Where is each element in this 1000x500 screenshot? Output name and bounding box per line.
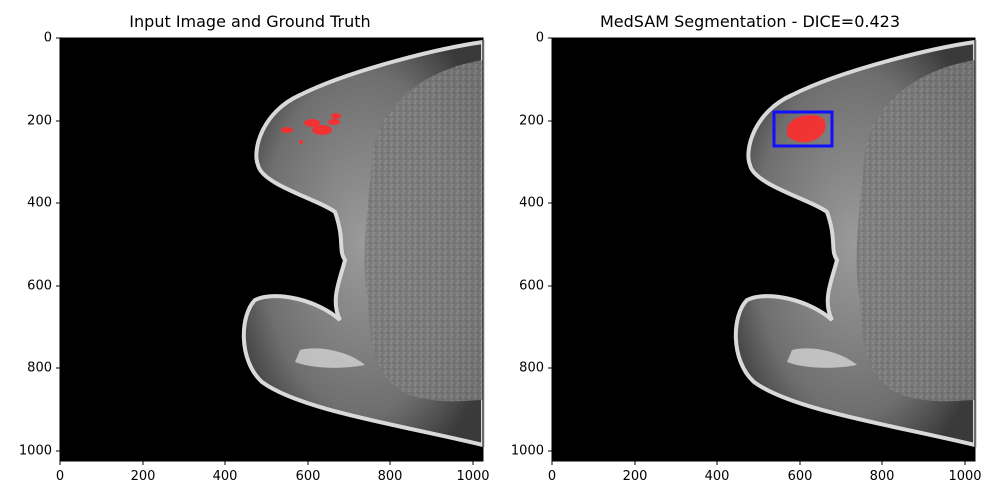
predicted-mask — [787, 115, 826, 143]
x-tick-label: 400 — [212, 469, 238, 484]
plot-frame — [59, 37, 484, 462]
y-axis-ticks — [56, 37, 60, 452]
y-tick-label: 1000 — [510, 443, 544, 459]
x-tick-label: 200 — [130, 469, 156, 484]
y-tick-label: 0 — [535, 30, 544, 46]
chest-wall — [364, 60, 483, 402]
y-axis-ticks — [548, 37, 552, 452]
y-tick-label: 0 — [43, 30, 52, 46]
plot-frame — [551, 37, 976, 462]
fibroglandular — [787, 348, 857, 368]
y-tick-label: 800 — [519, 360, 544, 376]
ground-truth-mask — [281, 113, 341, 144]
prompt-bounding-box — [772, 110, 834, 148]
segmentation-image-plot — [548, 37, 977, 465]
x-tick-label: 800 — [869, 469, 895, 484]
x-tick-label: 600 — [787, 469, 813, 484]
y-tick-label: 200 — [519, 113, 544, 129]
panel-title: MedSAM Segmentation - DICE=0.423 — [599, 12, 901, 31]
right-panel: MedSAM Segmentation - DICE=0.423 — [500, 0, 1000, 500]
fibroglandular — [295, 348, 365, 368]
x-tick-label: 200 — [622, 469, 648, 484]
x-tick-label: 1000 — [456, 469, 490, 484]
y-tick-label: 600 — [27, 278, 52, 294]
y-tick-label: 1000 — [18, 443, 52, 459]
chest-wall — [856, 60, 975, 402]
y-tick-label: 200 — [27, 113, 52, 129]
x-tick-label: 400 — [704, 469, 730, 484]
panel-title: Input Image and Ground Truth — [129, 12, 371, 31]
ground-truth-image-plot — [56, 37, 485, 465]
x-tick-label: 0 — [55, 469, 65, 484]
x-tick-label: 1000 — [948, 469, 982, 484]
y-tick-label: 400 — [519, 195, 544, 211]
x-tick-label: 800 — [377, 469, 403, 484]
left-panel: Input Image and Ground Truth — [18, 12, 490, 484]
x-axis-ticks — [59, 461, 474, 465]
y-tick-label: 800 — [27, 360, 52, 376]
y-tick-label: 400 — [27, 195, 52, 211]
y-tick-label: 600 — [519, 278, 544, 294]
x-tick-label: 0 — [547, 469, 557, 484]
x-axis-ticks — [551, 461, 966, 465]
x-tick-label: 600 — [295, 469, 321, 484]
